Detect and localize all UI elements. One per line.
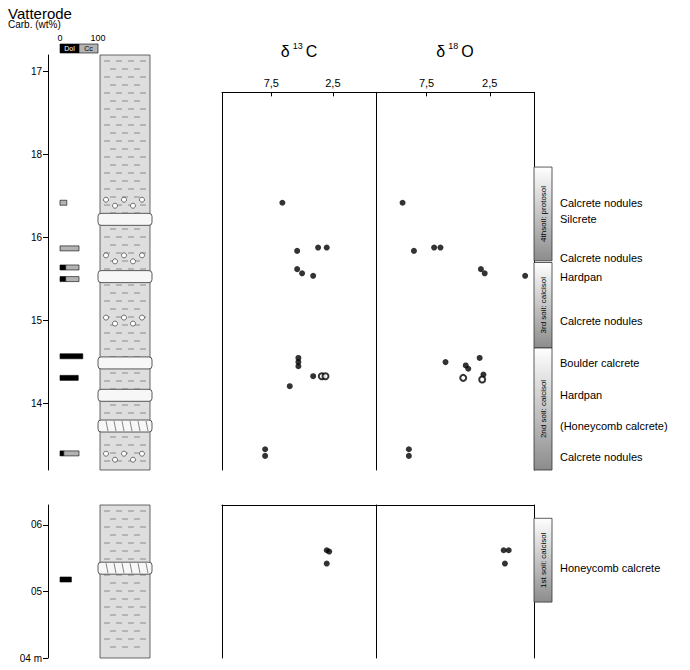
svg-text:4thsoil: protosol: 4thsoil: protosol <box>539 186 548 242</box>
svg-text:Hardpan: Hardpan <box>560 389 602 401</box>
svg-text:06: 06 <box>31 519 43 530</box>
svg-text:18: 18 <box>448 41 458 51</box>
svg-text:C: C <box>306 43 318 60</box>
svg-text:100: 100 <box>90 33 105 43</box>
svg-text:18: 18 <box>31 149 43 160</box>
svg-text:13: 13 <box>293 41 303 51</box>
svg-text:Cc: Cc <box>84 45 93 52</box>
svg-text:δ: δ <box>281 43 290 60</box>
svg-text:2,5: 2,5 <box>325 77 340 89</box>
svg-text:04 m: 04 m <box>20 653 42 664</box>
svg-text:Calcrete nodules: Calcrete nodules <box>560 197 643 209</box>
svg-text:2,5: 2,5 <box>482 77 497 89</box>
svg-text:05: 05 <box>31 586 43 597</box>
svg-text:Dol: Dol <box>64 45 75 52</box>
svg-text:16: 16 <box>31 232 43 243</box>
svg-text:7,5: 7,5 <box>419 77 434 89</box>
svg-text:δ: δ <box>436 43 445 60</box>
svg-text:Carb. (wt%): Carb. (wt%) <box>8 18 61 30</box>
svg-text:Calcrete nodules: Calcrete nodules <box>560 252 643 264</box>
svg-text:Silcrete: Silcrete <box>560 213 597 225</box>
svg-text:Boulder calcrete: Boulder calcrete <box>560 357 640 369</box>
svg-text:1st soil: calcisol: 1st soil: calcisol <box>539 532 548 588</box>
svg-text:(Honeycomb calcrete): (Honeycomb calcrete) <box>560 420 668 432</box>
svg-text:0: 0 <box>57 33 62 43</box>
svg-text:O: O <box>461 43 473 60</box>
svg-text:Calcrete nodules: Calcrete nodules <box>560 315 643 327</box>
svg-text:7,5: 7,5 <box>264 77 279 89</box>
svg-text:Calcrete nodules: Calcrete nodules <box>560 451 643 463</box>
svg-text:15: 15 <box>31 315 43 326</box>
svg-text:17: 17 <box>31 66 43 77</box>
svg-text:Honeycomb calcrete: Honeycomb calcrete <box>560 562 660 574</box>
svg-text:Vatterode: Vatterode <box>8 5 72 22</box>
svg-text:Hardpan: Hardpan <box>560 271 602 283</box>
svg-text:14: 14 <box>31 398 43 409</box>
svg-text:2nd soil: calcisol: 2nd soil: calcisol <box>539 380 548 438</box>
svg-text:3rd soil: calcisol: 3rd soil: calcisol <box>539 277 548 334</box>
